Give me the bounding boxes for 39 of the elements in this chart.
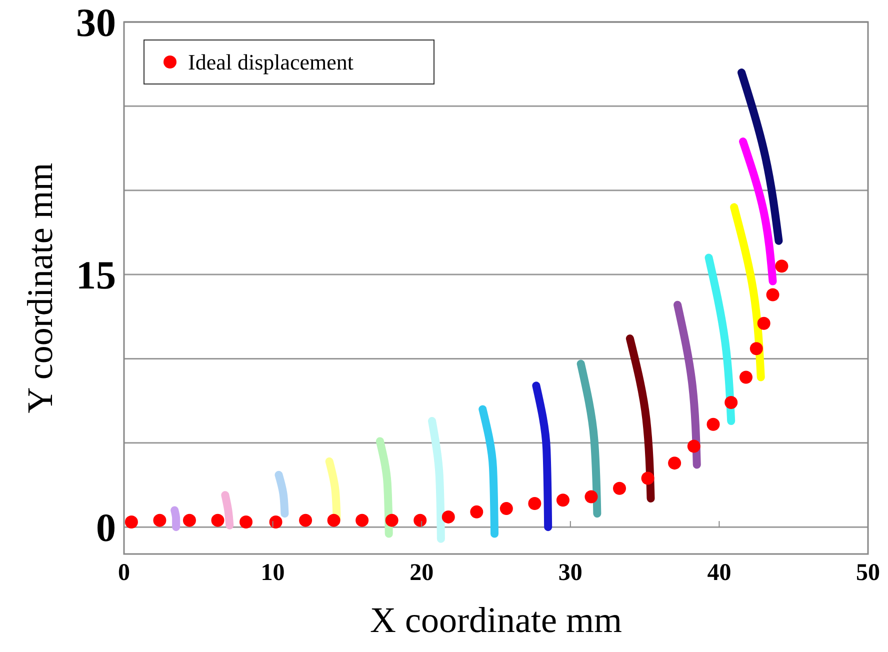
point bbox=[124, 516, 138, 529]
point bbox=[385, 514, 398, 527]
point bbox=[739, 370, 752, 384]
point bbox=[211, 514, 224, 527]
point bbox=[153, 514, 166, 527]
point bbox=[442, 510, 455, 524]
legend-label: Ideal displacement bbox=[188, 50, 354, 75]
y-tick-label: 0 bbox=[96, 505, 116, 550]
point bbox=[556, 494, 570, 507]
point bbox=[584, 490, 598, 504]
point bbox=[641, 472, 654, 485]
point bbox=[240, 516, 253, 529]
y-axis-title: Y coordinate mm bbox=[20, 162, 60, 414]
x-tick-label: 50 bbox=[856, 560, 880, 586]
point bbox=[500, 502, 513, 516]
x-tick-label: 30 bbox=[558, 560, 582, 586]
point bbox=[775, 260, 788, 273]
y-tick-label: 15 bbox=[76, 252, 116, 298]
x-axis-title: X coordinate mm bbox=[370, 600, 622, 640]
point bbox=[766, 288, 780, 302]
point bbox=[687, 440, 700, 453]
point bbox=[356, 514, 369, 527]
x-tick-label: 40 bbox=[707, 560, 732, 586]
y-tick-label: 30 bbox=[76, 0, 116, 45]
point bbox=[706, 418, 720, 431]
point bbox=[750, 342, 763, 356]
point bbox=[327, 514, 340, 527]
point bbox=[757, 316, 770, 330]
point bbox=[269, 516, 282, 529]
point bbox=[182, 514, 196, 527]
point bbox=[470, 505, 484, 518]
x-tick-label: 20 bbox=[410, 560, 434, 586]
point bbox=[414, 514, 427, 527]
x-tick-label: 10 bbox=[260, 560, 285, 586]
point bbox=[299, 514, 312, 527]
point bbox=[528, 496, 542, 510]
point bbox=[668, 456, 682, 470]
point bbox=[724, 396, 738, 409]
point bbox=[613, 482, 626, 495]
